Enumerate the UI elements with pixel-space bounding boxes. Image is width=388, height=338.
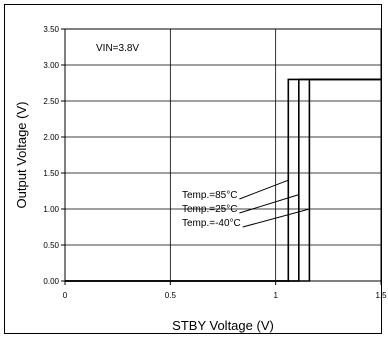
plot-area [64,28,382,282]
y-tick-label: 0.50 [43,241,59,250]
annotation-label: Temp.=85°C [182,190,237,201]
x-axis-title: STBY Voltage (V) [172,318,274,333]
y-tick-label: 3.00 [43,61,59,70]
y-tick-label: 0.00 [43,277,59,286]
condition-label: VIN=3.8V [96,43,139,54]
annotation-leader [239,179,289,200]
y-tick-label: 2.50 [43,97,59,106]
plot-border [64,28,382,282]
condition-label-bg [94,42,142,55]
y-tick-label: 1.00 [43,205,59,214]
annotation-leader [239,194,299,214]
annotation-label: Temp.=-40°C [182,218,241,229]
series-line [65,78,381,282]
annotations: Temp.=85°C Temp.=25°C Temp.=-40°C [182,179,310,229]
x-tick-label: 0 [63,291,68,300]
y-tick-label: 3.50 [43,25,59,34]
x-tick-label: 0.5 [165,291,177,300]
tick-labels: 0.00 0.50 1.00 1.50 2.00 2.50 3.00 3.50 0 0.5 1 1.5 [43,25,387,300]
y-axis-title: Output Voltage (V) [14,102,29,209]
grid-lines [61,28,382,285]
annotation-label: Temp.=25°C [182,204,237,215]
y-tick-label: 1.50 [43,169,59,178]
x-tick-label: 1.5 [375,291,387,300]
x-tick-label: 1 [273,291,278,300]
annotation-leader [242,208,310,228]
y-tick-label: 2.00 [43,133,59,142]
